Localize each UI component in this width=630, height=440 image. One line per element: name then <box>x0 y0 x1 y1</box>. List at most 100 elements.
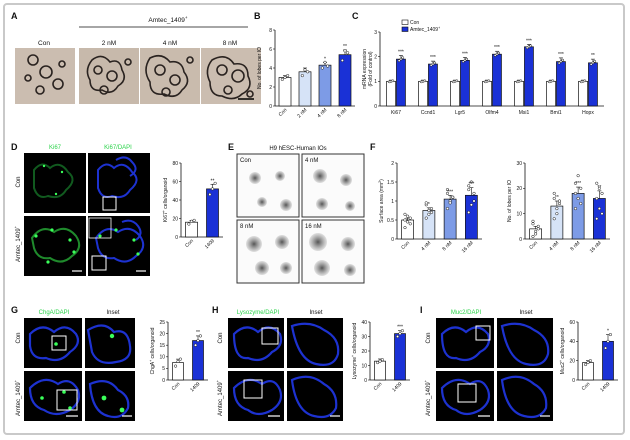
chart-H-bar <box>374 360 386 381</box>
panel-label-g: G <box>11 305 18 315</box>
chart-C-point <box>529 44 533 48</box>
chart-F1-ytick-label: 0.5 <box>387 218 394 224</box>
i-row-amtec-sup: + <box>423 379 428 382</box>
chart-F1-point <box>429 210 434 214</box>
chart-F1-bar <box>443 198 457 240</box>
chart-D-point <box>210 187 215 191</box>
chart-G-xtick-label: Con <box>171 381 182 392</box>
chart-I-point <box>608 333 612 337</box>
chart-C-star: *** <box>494 45 500 51</box>
chart-H-ylabel: Lysozyme+ cells/organoid <box>351 322 358 379</box>
chart-D-ytick-label: 20 <box>172 216 178 222</box>
chart-C-point <box>493 54 497 57</box>
chart-B-point <box>280 77 284 81</box>
chart-D-point <box>187 222 191 226</box>
chart-F1-point <box>467 210 471 214</box>
chart-C-ytick-label: 0 <box>374 104 377 110</box>
chart-I-ylabel-sup: + <box>559 360 563 362</box>
chart-C-bar-amtec <box>556 61 566 107</box>
chart-H-ylabel-rest: cells/organoid <box>352 322 358 354</box>
chart-B-ytick-label: 4 <box>269 66 272 72</box>
chart-C-point <box>397 59 401 62</box>
chart-C-point <box>429 63 433 67</box>
chart-H-point <box>396 334 400 339</box>
chart-F2-point <box>576 196 580 201</box>
chart-D-xtick-label: 1409 <box>204 238 216 250</box>
chart-C-xtick-label: Olfm4 <box>485 110 499 116</box>
chart-C-point <box>557 61 561 65</box>
chart-F2-point <box>534 232 538 236</box>
chart-C-point <box>455 79 459 83</box>
chart-F1-point <box>469 203 473 207</box>
chart-I-point <box>606 339 610 343</box>
chart-B-point <box>303 68 307 72</box>
chart-C-xtick-label: Lgr5 <box>455 110 465 116</box>
chart-G-ylabel: ChgA+ cells/organoid <box>149 327 156 374</box>
chart-C-star: *** <box>558 52 564 58</box>
chart-G-ytick-label: 0 <box>162 378 165 384</box>
chart-F1-xtick-label: 8 nM <box>441 240 453 252</box>
chart-B-ytick-label: 8 <box>269 28 272 34</box>
chart-B-point <box>320 66 324 70</box>
chart-C-point <box>391 79 395 83</box>
chart-C-bar-amtec <box>588 62 598 107</box>
chart-F1-point <box>427 208 431 213</box>
e-label-con: Con <box>240 158 251 164</box>
chart-C-bar-con <box>418 80 428 107</box>
i-row-con: Con <box>426 332 432 343</box>
chart-F1-point <box>424 201 428 205</box>
chart-C-point <box>495 52 499 56</box>
chart-D-point <box>208 192 212 196</box>
chart-C-star: *** <box>462 51 468 57</box>
chart-C-ylabel: mRNA expression <box>362 49 368 89</box>
chart-F2-ytick-label: 30 <box>516 161 522 167</box>
chart-F2-point <box>579 201 583 206</box>
chart-F2-star: ** <box>555 195 559 201</box>
chart-C-xtick-label: Msi1 <box>519 110 530 116</box>
chart-C-bar-con <box>450 80 460 107</box>
e-title: H9 hESC-Human IOs <box>269 146 326 152</box>
chart-C-point <box>589 62 593 66</box>
h-row-amtec: Amtec_1409+ <box>215 379 224 416</box>
chart-F1-point <box>403 212 407 216</box>
chart-F2-xtick-label: 8 nM <box>569 240 581 252</box>
g-row-amtec: Amtec_1409+ <box>13 379 22 416</box>
panel-label-h: H <box>212 305 219 315</box>
g-row-con: Con <box>16 332 22 343</box>
chart-F1-bar <box>465 194 478 240</box>
chart-F2-point <box>573 181 578 185</box>
chart-C-star: *** <box>398 49 404 55</box>
chart-I-ytick-label: 40 <box>569 339 575 345</box>
chart-F1-point <box>424 216 428 220</box>
h-row-amtec-text: Amtec_1409 <box>218 382 224 416</box>
chart-I-ytick-label: 60 <box>569 320 575 326</box>
chart-H-point <box>400 329 404 333</box>
chart-I-xtick-label: 1409 <box>599 381 611 393</box>
chart-I-bar <box>602 340 614 381</box>
chart-C-legend-label-text: Amtec_1409 <box>410 27 438 33</box>
chart-H-ylabel-sup: + <box>351 355 355 357</box>
chart-F1-point <box>408 216 412 220</box>
a-label-con: Con <box>38 40 50 47</box>
chart-C-point <box>591 61 595 65</box>
chart-F1-point <box>445 191 450 195</box>
a-label-4nm: 4 nM <box>163 40 177 47</box>
d-inset-box-amtec <box>91 255 107 271</box>
chart-C-point <box>583 79 587 83</box>
chart-F2-ytick-label: 0 <box>519 237 522 243</box>
chart-B-point <box>306 70 310 74</box>
chart-F1-ytick-label: 0 <box>391 237 394 243</box>
chart-G-ytick-label: 10 <box>159 355 165 361</box>
chart-C-legend-swatch <box>401 26 409 32</box>
chart-G-ytick-label: 25 <box>159 320 165 326</box>
d-label-ki67: Ki67 <box>49 145 62 151</box>
i-row-amtec-text: Amtec_1409 <box>426 382 432 416</box>
chart-B-bar <box>278 77 292 107</box>
chart-H-ytick-label: 10 <box>361 363 367 369</box>
chart-F2-point <box>536 227 540 231</box>
chart-C-point <box>399 57 403 61</box>
a-label-2nm: 2 nM <box>102 40 116 47</box>
g-row-amtec-text: Amtec_1409 <box>16 382 22 416</box>
chart-C-point <box>461 60 465 63</box>
